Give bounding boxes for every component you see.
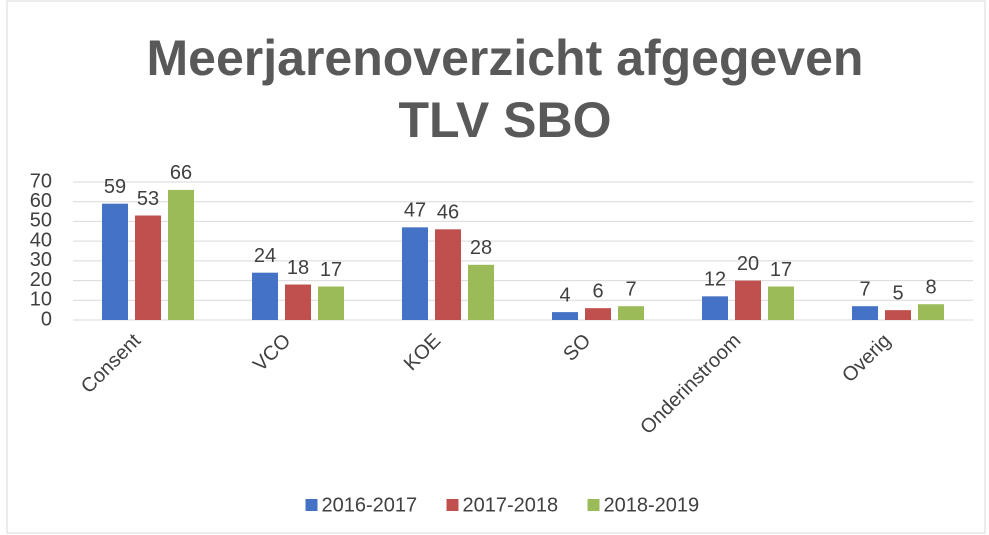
data-label: 47 [404,200,426,222]
y-tick-label: 10 [30,289,52,311]
data-label: 28 [470,237,492,259]
y-tick-label: 50 [30,210,52,232]
bar [402,227,428,320]
data-label: 6 [592,280,603,302]
data-label: 17 [320,259,342,281]
bar [318,286,344,320]
bar [618,306,644,320]
data-label: 53 [137,188,159,210]
data-label: 18 [287,257,309,279]
bar [168,189,194,320]
data-label: 20 [737,253,759,275]
bar [135,215,161,320]
data-label: 4 [559,284,570,306]
bar [702,296,728,320]
legend-swatch [587,499,600,511]
data-label: 5 [892,282,903,304]
bar [585,308,611,320]
data-label: 7 [859,278,870,300]
data-label: 12 [704,269,726,291]
y-tick-label: 70 [30,170,52,192]
bar [918,304,944,320]
y-tick-label: 60 [30,190,52,212]
legend-label: 2018-2019 [604,494,700,516]
legend-label: 2017-2018 [463,494,559,516]
chart-title: TLV SBO [399,92,612,148]
data-label: 66 [170,162,192,184]
bar [435,229,461,320]
data-label: 8 [925,277,936,299]
bar [885,310,911,320]
bar [102,203,128,320]
bar [552,312,578,320]
data-label: 17 [770,259,792,281]
y-tick-label: 20 [30,269,52,291]
y-tick-label: 0 [41,308,52,330]
y-tick-label: 30 [30,249,52,271]
bar [468,264,494,320]
legend-swatch [305,499,318,511]
legend-label: 2016-2017 [322,494,418,516]
data-label: 59 [104,176,126,198]
bar [252,272,278,320]
data-label: 46 [437,202,459,224]
bar [735,280,761,320]
data-label: 24 [254,245,276,267]
data-label: 7 [625,278,636,300]
bar [768,286,794,320]
bar [285,284,311,320]
y-tick-label: 40 [30,229,52,251]
chart-title: Meerjarenoverzicht afgegeven [147,30,864,86]
bar [852,306,878,320]
legend-swatch [446,499,459,511]
